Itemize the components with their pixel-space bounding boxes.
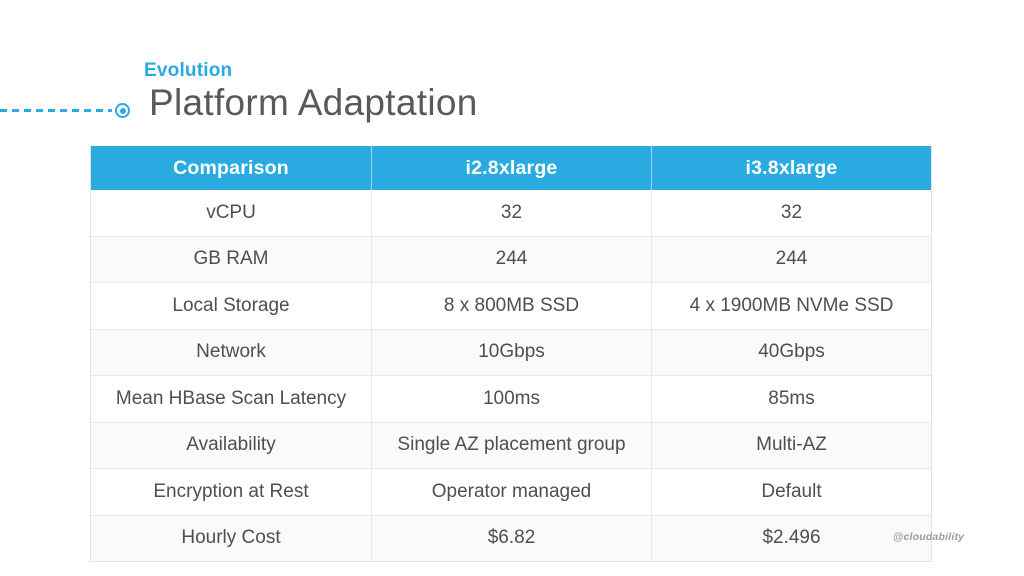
- table-header-comparison: Comparison: [173, 156, 289, 179]
- cell-value: Single AZ placement group: [371, 422, 651, 468]
- table-row: Local Storage 8 x 800MB SSD 4 x 1900MB N…: [91, 283, 931, 330]
- cell-value: 40Gbps: [651, 329, 931, 375]
- dashed-connector-line: [0, 109, 112, 112]
- comparison-table: Comparison i2.8xlarge i3.8xlarge vCPU 32…: [90, 146, 932, 562]
- cell-value: $2.496: [651, 515, 931, 561]
- cell-value: Default: [651, 469, 931, 515]
- table-row: Encryption at Rest Operator managed Defa…: [91, 469, 931, 516]
- table-body: vCPU 32 32 GB RAM 244 244 Local Storage …: [91, 190, 931, 561]
- page-title: Platform Adaptation: [149, 82, 478, 123]
- cell-value: 85ms: [651, 376, 931, 422]
- section-kicker: Evolution: [144, 60, 233, 81]
- cell-value: 32: [651, 190, 931, 236]
- row-label: Network: [196, 341, 266, 363]
- row-label: Availability: [186, 434, 276, 456]
- cell-value: 8 x 800MB SSD: [371, 283, 651, 329]
- cell-value: 4 x 1900MB NVMe SSD: [651, 283, 931, 329]
- table-row: Network 10Gbps 40Gbps: [91, 329, 931, 376]
- row-label: Encryption at Rest: [153, 480, 309, 502]
- cell-value: 244: [371, 236, 651, 282]
- table-header-i3-8xlarge: i3.8xlarge: [651, 146, 931, 190]
- table-row: Hourly Cost $6.82 $2.496: [91, 515, 931, 561]
- cell-value: Multi-AZ: [651, 422, 931, 468]
- table-header-i2-8xlarge: i2.8xlarge: [371, 146, 651, 190]
- cell-value: Operator managed: [371, 469, 651, 515]
- row-label: Mean HBase Scan Latency: [115, 387, 347, 409]
- table-row: Availability Single AZ placement group M…: [91, 422, 931, 469]
- row-label: GB RAM: [193, 248, 269, 270]
- watermark: @cloudability: [893, 531, 965, 543]
- cell-value: 10Gbps: [371, 329, 651, 375]
- table-row: GB RAM 244 244: [91, 236, 931, 283]
- cell-value: 32: [371, 190, 651, 236]
- cell-value: 100ms: [371, 376, 651, 422]
- table-row: vCPU 32 32: [91, 190, 931, 237]
- row-label: Local Storage: [172, 294, 290, 316]
- cell-value: 244: [651, 236, 931, 282]
- table-row: Mean HBase Scan Latency 100ms 85ms: [91, 376, 931, 423]
- bullseye-icon: [115, 103, 130, 118]
- table-header-row: Comparison i2.8xlarge i3.8xlarge: [91, 146, 931, 190]
- cell-value: $6.82: [371, 515, 651, 561]
- row-label: Hourly Cost: [181, 527, 281, 549]
- row-label: vCPU: [206, 201, 256, 223]
